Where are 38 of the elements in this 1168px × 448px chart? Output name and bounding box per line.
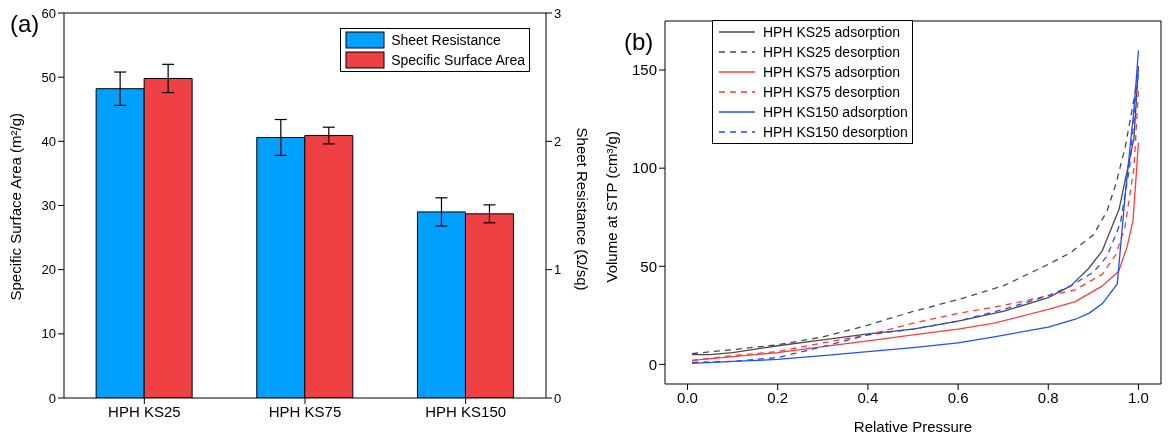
y-tick-label: 150: [631, 61, 657, 79]
legend-label: HPH KS25 adsorption: [763, 23, 900, 42]
text: (b): [624, 28, 654, 56]
y2-tick-label: 2: [554, 133, 562, 149]
x-tick-label: 0.6: [947, 388, 969, 406]
x-tick-label: HPH KS75: [268, 402, 342, 420]
y-tick-label: 50: [640, 257, 657, 275]
y-tick-label: 100: [631, 159, 657, 177]
x-tick-label: 0.0: [677, 388, 698, 406]
x-tick-label: HPH KS150: [425, 402, 507, 420]
legend-label: HPH KS75 adsorption: [763, 63, 900, 82]
legend-label: HPH KS25 desorption: [763, 43, 900, 62]
text: (a): [10, 10, 40, 38]
y-tick-label: 0: [48, 390, 56, 406]
y-tick-label: 60: [41, 5, 56, 21]
y-axis-title: Volume at STP (cm³/g): [603, 131, 621, 283]
y-tick-label: 50: [41, 69, 56, 85]
x-tick-label: 0.8: [1037, 388, 1059, 406]
legend-label: HPH KS75 desorption: [763, 83, 900, 102]
y-tick-label: 30: [41, 198, 56, 214]
legend-label: HPH KS150 adsorption: [763, 103, 908, 122]
y-tick-label: 10: [41, 326, 56, 342]
x-tick-label: 0.2: [767, 388, 789, 406]
legend-label: HPH KS150 desorption: [763, 123, 908, 142]
y-axis-title: Specific Surface Area (m²/g): [7, 112, 25, 301]
y-tick-label: 40: [41, 133, 56, 149]
y2-tick-label: 0: [554, 390, 562, 406]
legend-label: Specific Surface Area: [391, 51, 525, 70]
y2-axis-title: Sheet Resistance (Ω/sq): [573, 127, 591, 291]
legend-label: Sheet Resistance: [391, 31, 501, 50]
x-axis-title: Relative Pressure: [853, 418, 973, 435]
y-tick-label: 0: [648, 355, 657, 373]
y2-tick-label: 1: [554, 262, 562, 278]
x-tick-label: 1.0: [1128, 388, 1149, 406]
x-tick-label: HPH KS25: [108, 402, 181, 420]
y2-tick-label: 3: [554, 5, 562, 21]
y-tick-label: 20: [41, 262, 56, 278]
x-tick-label: 0.4: [857, 388, 879, 406]
